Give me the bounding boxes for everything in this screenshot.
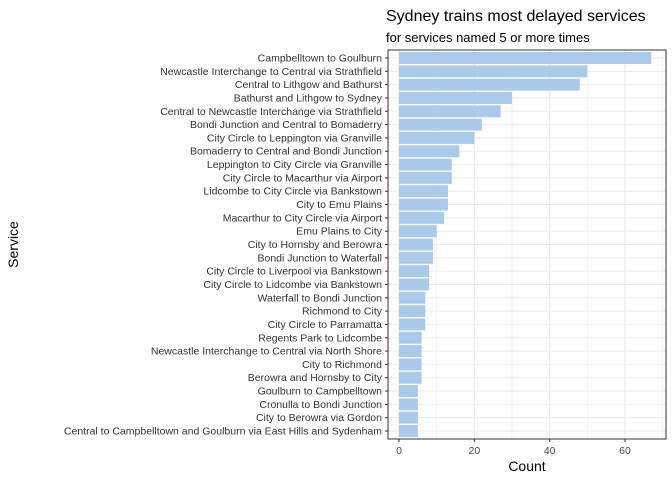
category-label: Central to Campbelltown and Goulburn via… — [64, 426, 382, 438]
category-label: Richmond to City — [302, 306, 383, 318]
category-labels: Campbelltown to Goulburn Newcastle Interc… — [64, 52, 388, 438]
bar — [399, 91, 512, 104]
category-label: City to Berowra via Gordon — [256, 412, 382, 424]
category-label: Lidcombe to City Circle via Bankstown — [203, 186, 382, 198]
plot-panel-border — [387, 49, 667, 440]
category-label: Bondi Junction and Central to Bomaderry — [190, 119, 383, 131]
category-label: Central to Newcastle Interchange via Str… — [160, 106, 382, 118]
bar — [399, 318, 426, 331]
category-label: Campbelltown to Goulburn — [258, 52, 382, 64]
bar — [399, 65, 588, 78]
category-label: Newcastle Interchange to Central via Nor… — [151, 346, 382, 358]
bar — [399, 251, 433, 264]
category-label: Cronulla to Bondi Junction — [259, 399, 382, 411]
category-label: Bathurst and Lithgow to Sydney — [234, 92, 383, 104]
category-label: City Circle to Leppington via Granville — [207, 132, 382, 144]
category-label: City Circle to Lidcombe via Bankstown — [203, 279, 382, 291]
category-label: Leppington to City Circle via Granville — [207, 159, 382, 171]
category-label: City to Hornsby and Berowra — [248, 239, 382, 251]
category-label: Regents Park to Lidcombe — [258, 332, 382, 344]
bar — [399, 211, 445, 224]
chart-subtitle: for services named 5 or more times — [386, 30, 590, 45]
bar — [399, 411, 418, 424]
category-label: Macarthur to City Circle via Airport — [223, 212, 382, 224]
bar — [399, 305, 426, 318]
x-tick-label: 0 — [396, 445, 402, 457]
category-label: Berowra and Hornsby to City — [248, 372, 383, 384]
bar — [399, 171, 452, 184]
chart-title: Sydney trains most delayed services — [386, 8, 646, 25]
x-tick-label: 20 — [468, 445, 480, 457]
bar — [399, 331, 422, 344]
bar — [399, 425, 418, 438]
bar — [399, 358, 422, 371]
bar — [399, 345, 422, 358]
bar — [399, 158, 452, 171]
bar — [399, 198, 448, 211]
bar — [399, 371, 422, 384]
x-tick-label: 40 — [544, 445, 556, 457]
category-label: City to Richmond — [302, 359, 382, 371]
bar — [399, 105, 501, 118]
category-label: Bomaderry to Central and Bondi Junction — [190, 146, 382, 158]
category-label: Newcastle Interchange to Central via Str… — [160, 66, 382, 78]
category-label: Waterfall to Bondi Junction — [257, 292, 382, 304]
bar — [399, 51, 652, 64]
category-label: Emu Plains to City — [296, 226, 383, 238]
category-label: City Circle to Macarthur via Airport — [223, 172, 382, 184]
bar — [399, 385, 418, 398]
bar — [399, 131, 475, 144]
category-label: Bondi Junction to Waterfall — [257, 252, 382, 264]
y-axis-title: Service — [5, 221, 21, 268]
x-tick-label: 60 — [619, 445, 631, 457]
bar — [399, 225, 437, 238]
bar — [399, 118, 482, 131]
x-axis-title: Count — [508, 458, 545, 474]
category-label: City Circle to Parramatta — [268, 319, 383, 331]
x-axis-ticks: 0 20 40 60 — [396, 439, 631, 457]
bar — [399, 291, 426, 304]
bar — [399, 185, 448, 198]
bar — [399, 278, 430, 291]
bar — [399, 238, 433, 251]
bars — [399, 51, 652, 438]
bar — [399, 398, 418, 411]
category-label: City to Emu Plains — [296, 199, 382, 211]
bar — [399, 145, 460, 158]
bar — [399, 265, 430, 278]
category-label: Goulburn to Campbelltown — [258, 386, 382, 398]
category-label: Central to Lithgow and Bathurst — [235, 79, 382, 91]
category-label: City Circle to Liverpool via Bankstown — [206, 266, 382, 278]
bar — [399, 78, 580, 91]
